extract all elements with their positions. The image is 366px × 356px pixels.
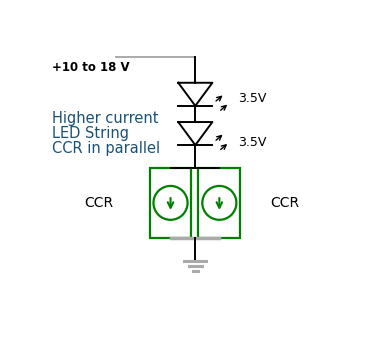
Bar bbox=[150, 168, 191, 237]
Text: +10 to 18 V: +10 to 18 V bbox=[52, 61, 130, 74]
Text: CCR: CCR bbox=[270, 196, 299, 210]
Text: CCR in parallel: CCR in parallel bbox=[52, 141, 160, 157]
Text: LED String: LED String bbox=[52, 126, 129, 141]
Text: 3.5V: 3.5V bbox=[238, 91, 266, 105]
Text: CCR: CCR bbox=[84, 196, 113, 210]
Text: Higher current: Higher current bbox=[52, 111, 158, 126]
Bar bbox=[198, 168, 240, 237]
Text: 3.5V: 3.5V bbox=[238, 136, 266, 149]
